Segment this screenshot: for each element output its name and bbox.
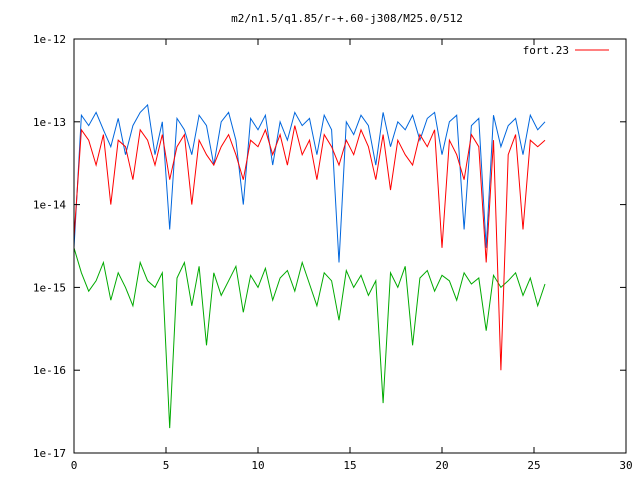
legend-label: fort.23 bbox=[523, 44, 569, 57]
x-tick-label-3: 15 bbox=[343, 459, 356, 472]
y-tick-label-4: 1e-16 bbox=[33, 364, 66, 377]
axes-layer bbox=[73, 38, 627, 454]
series-line-2 bbox=[73, 247, 546, 429]
x-tick-label-6: 30 bbox=[619, 459, 632, 472]
y-tick-label-2: 1e-14 bbox=[33, 199, 66, 212]
x-tick-label-2: 10 bbox=[251, 459, 264, 472]
legend: fort.23 bbox=[523, 44, 609, 57]
series-layer bbox=[73, 103, 546, 429]
x-tick-label-5: 25 bbox=[527, 459, 540, 472]
chart-title: m2/n1.5/q1.85/r-+.60-j308/M25.0/512 bbox=[231, 12, 463, 25]
y-tick-label-0: 1e-12 bbox=[33, 33, 66, 46]
series-line-1 bbox=[73, 103, 546, 263]
x-tick-label-0: 0 bbox=[71, 459, 78, 472]
x-tick-label-1: 5 bbox=[163, 459, 170, 472]
y-tick-label-3: 1e-15 bbox=[33, 281, 66, 294]
x-tick-label-4: 20 bbox=[435, 459, 448, 472]
series-line-0 bbox=[73, 125, 546, 371]
plot-frame bbox=[73, 38, 627, 454]
y-tick-label-1: 1e-13 bbox=[33, 116, 66, 129]
y-tick-label-5: 1e-17 bbox=[33, 447, 66, 460]
ticks-layer: 0 5 10 15 20 25 30 1e-12 1e-13 1e-14 1e-15 1e-16 1e-… bbox=[33, 33, 633, 472]
